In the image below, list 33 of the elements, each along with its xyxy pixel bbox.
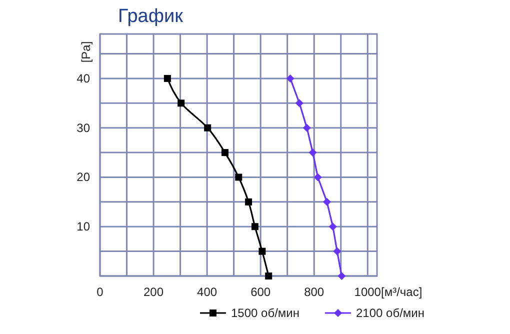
legend-label: 1500 об/мин xyxy=(231,306,300,320)
x-tick-label: 600 xyxy=(250,285,271,299)
point xyxy=(314,173,322,182)
x-tick-label: 0 xyxy=(96,285,104,299)
point xyxy=(322,198,331,206)
y-tick-label: 30 xyxy=(76,120,90,135)
point xyxy=(338,272,346,280)
point xyxy=(258,248,266,255)
point xyxy=(204,124,212,132)
point xyxy=(302,124,311,132)
legend-label: 2100 об/мин xyxy=(356,306,424,320)
y-tick-label: 40 xyxy=(76,71,90,86)
point xyxy=(164,74,171,82)
point xyxy=(295,99,304,108)
point xyxy=(245,198,252,206)
point xyxy=(235,174,242,181)
y-axis-title: [Pa] xyxy=(79,41,93,63)
y-tick-label: 20 xyxy=(76,170,90,184)
x-tick-label: 1000 xyxy=(354,285,382,299)
point xyxy=(328,222,337,231)
point xyxy=(178,100,185,107)
point xyxy=(221,149,228,156)
x-tick-label: 400 xyxy=(197,285,218,299)
point xyxy=(333,247,342,256)
point xyxy=(251,223,258,230)
x-axis-title: [м³/час] xyxy=(381,285,422,299)
x-tick-label: 200 xyxy=(144,285,164,299)
point xyxy=(265,272,272,280)
x-tick-label: 800 xyxy=(304,285,324,299)
y-tick-label: 10 xyxy=(76,220,90,234)
chart-title: График xyxy=(118,6,184,27)
point xyxy=(308,148,317,157)
point xyxy=(286,74,294,82)
